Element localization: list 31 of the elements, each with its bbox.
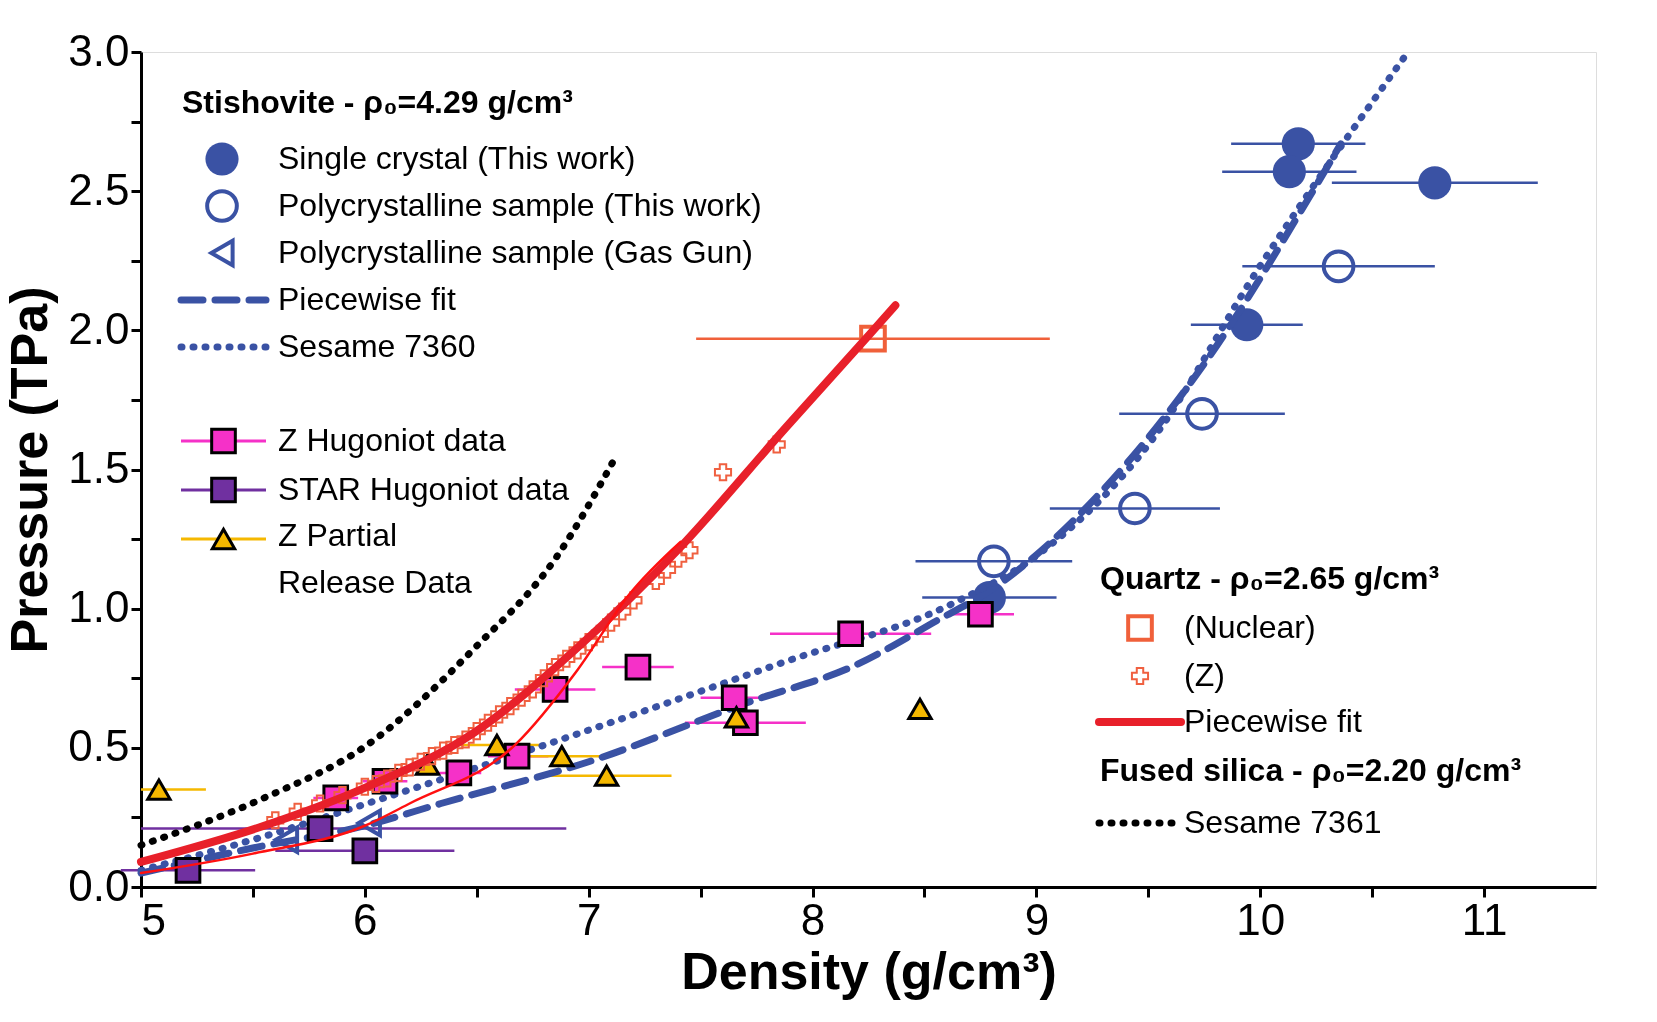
x-tick-label: 9 bbox=[1024, 894, 1050, 944]
legend-label: Z Partial Release Data bbox=[278, 517, 473, 600]
annotation: Stishovite - ρ₀=4.29 g/cm³ bbox=[182, 84, 573, 120]
legend-label: (Nuclear) bbox=[1184, 609, 1316, 645]
legend-label: Piecewise fit bbox=[1184, 703, 1362, 739]
legend-label: Z Hugoniot data bbox=[278, 422, 506, 458]
y-axis-title: Pressure (TPa) bbox=[0, 286, 59, 654]
x-tick-label: 6 bbox=[353, 894, 378, 944]
legend-label: STAR Hugoniot data bbox=[278, 471, 570, 507]
annotation: Quartz - ρ₀=2.65 g/cm³ bbox=[1100, 560, 1440, 596]
y-tick-label: 1.5 bbox=[68, 443, 130, 492]
x-tick-label: 7 bbox=[576, 894, 602, 944]
y-tick-label: 3.0 bbox=[68, 25, 130, 75]
legend-label: Sesame 7360 bbox=[278, 328, 476, 364]
legend-label: Polycrystalline sample (Gas Gun) bbox=[278, 234, 753, 270]
y-tick-label: 1.0 bbox=[68, 582, 130, 632]
x-tick-label: 5 bbox=[141, 894, 166, 944]
x-tick-label: 11 bbox=[1461, 894, 1508, 944]
annotation: Fused silica - ρ₀=2.20 g/cm³ bbox=[1100, 752, 1522, 788]
legend-label: Piecewise fit bbox=[278, 281, 456, 317]
y-tick-label: 0.5 bbox=[68, 721, 130, 771]
x-tick-label: 8 bbox=[800, 894, 826, 944]
y-tick-label: 0.0 bbox=[68, 860, 130, 910]
legend-label: (Z) bbox=[1184, 657, 1225, 693]
legend-label: Polycrystalline sample (This work) bbox=[278, 187, 762, 223]
y-tick-label: 2.5 bbox=[68, 164, 130, 214]
legend-label: Sesame 7361 bbox=[1184, 804, 1382, 840]
x-axis-title: Density (g/cm³) bbox=[681, 941, 1057, 1000]
x-tick-label: 10 bbox=[1236, 894, 1286, 944]
legend-label: Single crystal (This work) bbox=[278, 140, 636, 176]
y-tick-label: 2.0 bbox=[68, 303, 130, 353]
